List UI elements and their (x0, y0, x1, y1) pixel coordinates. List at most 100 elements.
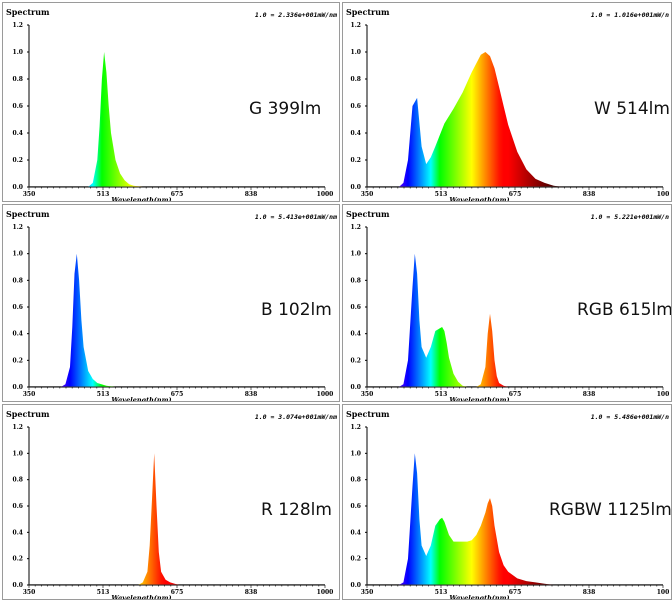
y-tick-label: 1.2 (13, 224, 23, 231)
x-tick-label: 350 (23, 191, 36, 198)
x-tick-label: 513 (435, 391, 448, 398)
x-axis-label: Wavelength(nm) (111, 594, 171, 600)
x-axis-label: Wavelength(nm) (111, 396, 171, 402)
luminous-flux-label: R 128lm (261, 500, 332, 520)
spectrum-panel-g: Spectrum 1.0 = 2.336e+001mW/nm 0.0 0.2 0.4… (2, 2, 340, 202)
y-tick-label: 0.6 (351, 503, 361, 510)
luminous-flux-label: RGBW 1125lm (549, 500, 672, 520)
x-tick-label: 838 (245, 391, 258, 398)
y-tick-label: 0.4 (13, 331, 23, 338)
scale-text: 1.0 = 1.016e+001mW/n (590, 11, 669, 19)
spectrum-panel-r: Spectrum 1.0 = 3.074e+001mW/nm 0.0 0.2 0.4… (2, 404, 340, 600)
spectrum-panel-w: Spectrum 1.0 = 1.016e+001mW/n 0.0 0.2 0.4 0… (342, 2, 672, 202)
x-axis-label: Wavelength(nm) (111, 196, 171, 202)
x-tick-label: 350 (361, 589, 374, 596)
x-tick-label: 513 (435, 191, 448, 198)
spectrum-panel-rgb: Spectrum 1.0 = 5.221e+001mW/n 0.0 0.2 0.4 0… (342, 204, 672, 402)
y-tick-label: 0.6 (13, 103, 23, 110)
spectrum-panel-b: Spectrum 1.0 = 5.413e+001mW/nm 0.0 0.2 0.4… (2, 204, 340, 402)
x-tick-label: 350 (23, 589, 36, 596)
y-tick-label: 1.0 (351, 450, 361, 457)
y-tick-label: 0.4 (13, 130, 23, 137)
y-tick-label: 0.8 (351, 477, 361, 484)
y-tick-label: 0.2 (13, 357, 23, 364)
spectrum-plot: 0.0 0.2 0.4 0.6 0.8 1.0 1.2 350 513 675 838 100 Wave… (351, 224, 670, 402)
spectrum-area (398, 52, 563, 187)
y-tick-label: 0.0 (351, 184, 361, 191)
x-tick-label: 513 (435, 589, 448, 596)
luminous-flux-label: RGB 615lm (577, 300, 672, 320)
luminous-flux-label: W 514lm (594, 99, 670, 119)
x-tick-label: 675 (509, 191, 522, 198)
x-tick-label: 1000 (317, 191, 334, 198)
x-tick-label: 675 (171, 191, 184, 198)
spectrum-plot: 0.0 0.2 0.4 0.6 0.8 1.0 1.2 350 513 675 838 1000 Wav… (13, 224, 334, 402)
spectrum-plot: 0.0 0.2 0.4 0.6 0.8 1.0 1.2 350 513 675 838 1000 Wav… (13, 22, 334, 202)
x-axis-label: Wavelength(nm) (449, 396, 509, 402)
x-tick-label: 100 (657, 391, 670, 398)
scale-text: 1.0 = 3.074e+001mW/nm (254, 413, 337, 421)
y-tick-label: 1.0 (351, 49, 361, 56)
y-tick-label: 1.0 (13, 251, 23, 258)
y-tick-label: 0.8 (13, 477, 23, 484)
y-tick-label: 0.2 (351, 157, 361, 164)
y-tick-label: 0.8 (13, 277, 23, 284)
chart-title: Spectrum (6, 7, 50, 17)
scale-text: 1.0 = 2.336e+001mW/nm (254, 11, 337, 19)
spectrum-area (60, 253, 116, 387)
x-tick-label: 100 (657, 191, 670, 198)
x-tick-label: 838 (583, 589, 596, 596)
chart-title: Spectrum (6, 209, 50, 219)
x-tick-label: 350 (361, 191, 374, 198)
x-tick-label: 1000 (317, 589, 334, 596)
x-tick-label: 1000 (317, 391, 334, 398)
y-tick-label: 0.6 (13, 304, 23, 311)
x-tick-label: 513 (97, 391, 110, 398)
y-tick-label: 0.6 (13, 503, 23, 510)
y-tick-label: 1.2 (13, 22, 23, 29)
y-tick-label: 1.2 (351, 224, 361, 231)
luminous-flux-label: G 399lm (249, 99, 322, 119)
spectrum-area (398, 253, 509, 387)
x-tick-label: 675 (509, 391, 522, 398)
chart-title: Spectrum (346, 409, 390, 419)
scale-text: 1.0 = 5.221e+001mW/n (590, 213, 669, 221)
y-tick-label: 1.0 (351, 251, 361, 258)
x-tick-label: 675 (509, 589, 522, 596)
y-tick-label: 0.0 (13, 582, 23, 589)
y-tick-label: 0.4 (351, 331, 361, 338)
y-tick-label: 0.6 (351, 103, 361, 110)
y-tick-label: 1.0 (13, 49, 23, 56)
x-tick-label: 350 (361, 391, 374, 398)
scale-text: 1.0 = 5.486e+001mW/n (590, 413, 669, 421)
scale-text: 1.0 = 5.413e+001mW/nm (254, 213, 337, 221)
y-tick-label: 0.6 (351, 304, 361, 311)
x-axis-label: Wavelength(nm) (449, 594, 509, 600)
spectrum-area (138, 453, 180, 585)
y-tick-label: 0.0 (13, 184, 23, 191)
y-tick-label: 0.0 (351, 384, 361, 391)
spectrum-area (88, 52, 143, 187)
y-tick-label: 0.4 (351, 130, 361, 137)
luminous-flux-label: B 102lm (261, 300, 332, 320)
y-tick-label: 0.8 (351, 277, 361, 284)
y-tick-label: 0.8 (13, 76, 23, 83)
x-tick-label: 838 (245, 589, 258, 596)
x-tick-label: 350 (23, 391, 36, 398)
x-tick-label: 513 (97, 191, 110, 198)
x-tick-label: 838 (245, 191, 258, 198)
y-tick-label: 0.4 (351, 529, 361, 536)
y-tick-label: 0.4 (13, 529, 23, 536)
y-tick-label: 1.2 (13, 424, 23, 431)
chart-title: Spectrum (6, 409, 50, 419)
y-tick-label: 0.2 (351, 556, 361, 563)
x-tick-label: 838 (583, 191, 596, 198)
y-tick-label: 1.0 (13, 450, 23, 457)
spectrum-plot: 0.0 0.2 0.4 0.6 0.8 1.0 1.2 350 513 675 838 1000 Wav… (13, 424, 334, 600)
spectrum-panel-rgbw: Spectrum 1.0 = 5.486e+001mW/n 0.0 0.2 0.4 0… (342, 404, 672, 600)
x-tick-label: 100 (657, 589, 670, 596)
y-tick-label: 0.0 (13, 384, 23, 391)
chart-title: Spectrum (346, 209, 390, 219)
y-tick-label: 0.2 (13, 556, 23, 563)
y-tick-label: 0.2 (351, 357, 361, 364)
